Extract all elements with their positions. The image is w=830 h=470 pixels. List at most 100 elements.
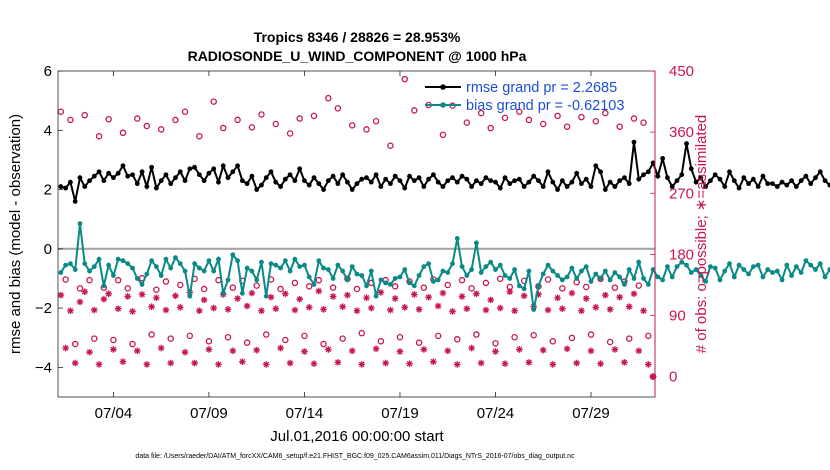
obs-possible-marker [339, 335, 346, 342]
obs-possible-marker [129, 340, 136, 348]
rmse-point [493, 179, 498, 185]
bias-point [665, 264, 670, 269]
obs-assimilated-marker [630, 290, 638, 298]
obs-assimilated-marker [434, 302, 442, 310]
obs-assimilated-marker [248, 289, 256, 297]
obs-assimilated-marker [110, 346, 117, 353]
bias-point [187, 293, 193, 299]
rmse-point [473, 178, 479, 184]
bias-point [392, 276, 398, 281]
bias-point [325, 267, 331, 272]
left-y-ticks: −4 −2 0 2 4 6 [35, 63, 63, 376]
obs-assimilated-marker [430, 358, 437, 365]
rmse-point [435, 179, 441, 185]
obs-assimilated-marker [172, 292, 179, 300]
obs-assimilated-marker [138, 291, 146, 298]
bias-point [741, 267, 747, 272]
bias-series [58, 221, 830, 312]
rmse-point [68, 179, 73, 185]
obs-assimilated-marker [258, 307, 265, 315]
x-tick-label: 07/09 [190, 405, 228, 422]
obs-possible-marker [363, 126, 370, 133]
bias-point [220, 290, 226, 296]
rmse-point [120, 163, 126, 169]
obs-assimilated-marker [645, 361, 652, 368]
obs-assimilated-marker [625, 303, 633, 310]
rmse-point [545, 169, 551, 175]
obs-possible-marker [71, 340, 79, 348]
bias-point [507, 276, 513, 281]
bias-point [292, 256, 298, 262]
obs-assimilated-marker [224, 306, 232, 313]
obs-assimilated-marker [439, 289, 447, 297]
bias-point [655, 274, 661, 280]
obs-assimilated-marker [86, 348, 93, 356]
bias-point [641, 276, 646, 281]
rmse-point [793, 184, 799, 189]
rmse-point [746, 181, 752, 187]
obs-possible-marker [458, 276, 466, 284]
rmse-point [502, 175, 508, 181]
obs-assimilated-marker [100, 295, 108, 303]
rmse-point [722, 184, 728, 189]
bias-point [302, 262, 307, 268]
rmse-point [153, 185, 159, 191]
rmse-point [201, 178, 207, 184]
bias-point [736, 262, 742, 268]
obs-possible-marker [81, 111, 88, 119]
rmse-point [703, 184, 709, 189]
obs-possible-marker [310, 112, 318, 120]
rmse-point [230, 169, 236, 175]
bias-point [607, 277, 613, 283]
rmse-point [325, 178, 331, 184]
obs-possible-marker [525, 116, 533, 124]
rmse-point [803, 173, 809, 179]
bias-point [235, 258, 240, 264]
obs-assimilated-marker [167, 359, 175, 367]
bias-point [354, 271, 360, 277]
bias-point [473, 240, 479, 246]
obs-possible-marker [487, 124, 494, 132]
bias-point [254, 277, 260, 283]
obs-assimilated-marker [559, 305, 566, 313]
bias-point [416, 273, 422, 278]
rmse-point [736, 185, 742, 191]
rmse-point [784, 182, 790, 188]
bias-point [364, 283, 369, 289]
bias-point [244, 265, 250, 271]
obs-assimilated-marker [473, 290, 480, 298]
bias-point [58, 270, 64, 275]
obs-possible-marker [434, 332, 442, 340]
rmse-point [607, 179, 613, 185]
chart-title-line1: Tropics 8346 / 28826 = 28.953% [254, 29, 461, 45]
rmse-point [235, 163, 240, 169]
rmse-point [650, 160, 656, 166]
obs-possible-marker [563, 123, 571, 130]
obs-assimilated-marker [57, 291, 65, 299]
bias-point [708, 264, 713, 269]
obs-possible-marker [253, 282, 260, 289]
obs-possible-marker [177, 281, 184, 289]
obs-possible-marker [282, 336, 289, 344]
obs-assimilated-marker [602, 291, 609, 299]
obs-possible-marker [205, 338, 213, 345]
rmse-point [770, 181, 775, 187]
bias-point [593, 271, 599, 277]
bias-point [770, 270, 775, 275]
obs-possible-marker [186, 332, 194, 340]
y-tick-label-left: −2 [35, 300, 52, 317]
obs-assimilated-marker [396, 348, 404, 355]
bias-point [688, 270, 694, 275]
bias-point [402, 267, 408, 272]
y-tick-label-right: 360 [669, 124, 694, 141]
rmse-point [731, 178, 737, 184]
obs-possible-marker [501, 114, 509, 122]
obs-possible-marker [544, 276, 552, 283]
rmse-point [196, 172, 202, 178]
rmse-point [674, 178, 680, 184]
obs-possible-marker [153, 286, 160, 293]
obs-possible-marker [219, 124, 227, 132]
bias-point [488, 259, 494, 265]
obs-assimilated-marker [616, 293, 623, 301]
obs-assimilated-marker [554, 294, 561, 302]
